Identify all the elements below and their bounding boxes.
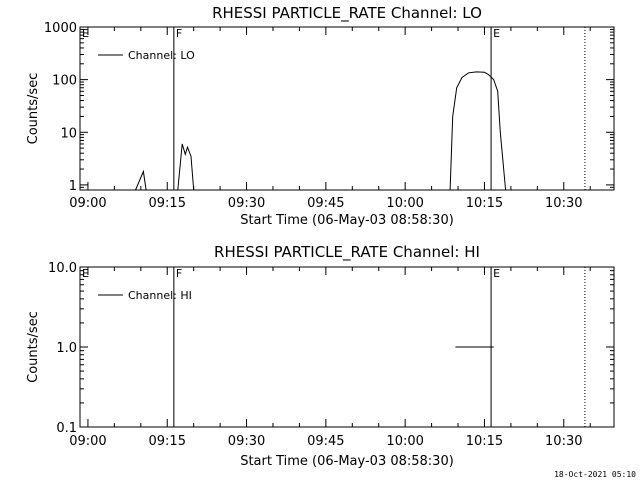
x-tick-label: 09:45	[307, 196, 344, 211]
x-tick-label: 09:30	[228, 196, 265, 211]
y-axis-label: Counts/sec	[26, 311, 41, 383]
y-tick-label: 10.0	[48, 261, 77, 276]
legend-entry: Channel: LO	[128, 49, 195, 62]
event-marker-label: E	[493, 267, 500, 280]
event-marker-label: E	[82, 267, 89, 280]
x-axis-label: Start Time (06-May-03 08:58:30)	[240, 454, 454, 469]
y-tick-label: 1	[69, 179, 77, 194]
x-tick-label: 09:30	[228, 434, 265, 449]
chart-panel-lo: RHESSI PARTICLE_RATE Channel: LO 09:00 09:…	[26, 4, 615, 228]
y-tick-label: 10	[60, 126, 77, 141]
series-line	[135, 169, 147, 191]
x-tick-label: 09:15	[149, 434, 186, 449]
chart-panel-hi: RHESSI PARTICLE_RATE Channel: HI 09:00 09:…	[26, 243, 615, 469]
x-tick-label: 10:15	[466, 434, 503, 449]
chart-title: RHESSI PARTICLE_RATE Channel: HI	[214, 243, 480, 262]
y-tick-label: 0.1	[56, 421, 77, 436]
x-tick-label: 09:00	[69, 434, 106, 449]
x-tick-label: 10:00	[386, 196, 423, 211]
series-line	[449, 71, 507, 191]
event-marker-label: F	[176, 27, 182, 40]
series-line	[177, 143, 195, 191]
event-marker-label: F	[176, 267, 182, 280]
chart-title: RHESSI PARTICLE_RATE Channel: LO	[212, 4, 482, 23]
y-axis-label: Counts/sec	[26, 73, 41, 145]
timestamp-label: 18-Oct-2021 05:10	[554, 470, 636, 479]
x-tick-label: 09:00	[69, 196, 106, 211]
x-tick-label: 10:00	[386, 434, 423, 449]
x-tick-label: 10:15	[466, 196, 503, 211]
y-tick-label: 1000	[44, 21, 77, 36]
y-tick-label: 100	[52, 74, 77, 89]
x-axis-label: Start Time (06-May-03 08:58:30)	[240, 213, 454, 228]
x-tick-label: 09:15	[149, 196, 186, 211]
legend-entry: Channel: HI	[128, 289, 192, 302]
event-marker-label: E	[82, 27, 89, 40]
event-marker-label: E	[493, 27, 500, 40]
y-tick-label: 1.0	[56, 341, 77, 356]
x-tick-label: 10:30	[545, 196, 582, 211]
x-tick-label: 09:45	[307, 434, 344, 449]
x-tick-label: 10:30	[545, 434, 582, 449]
